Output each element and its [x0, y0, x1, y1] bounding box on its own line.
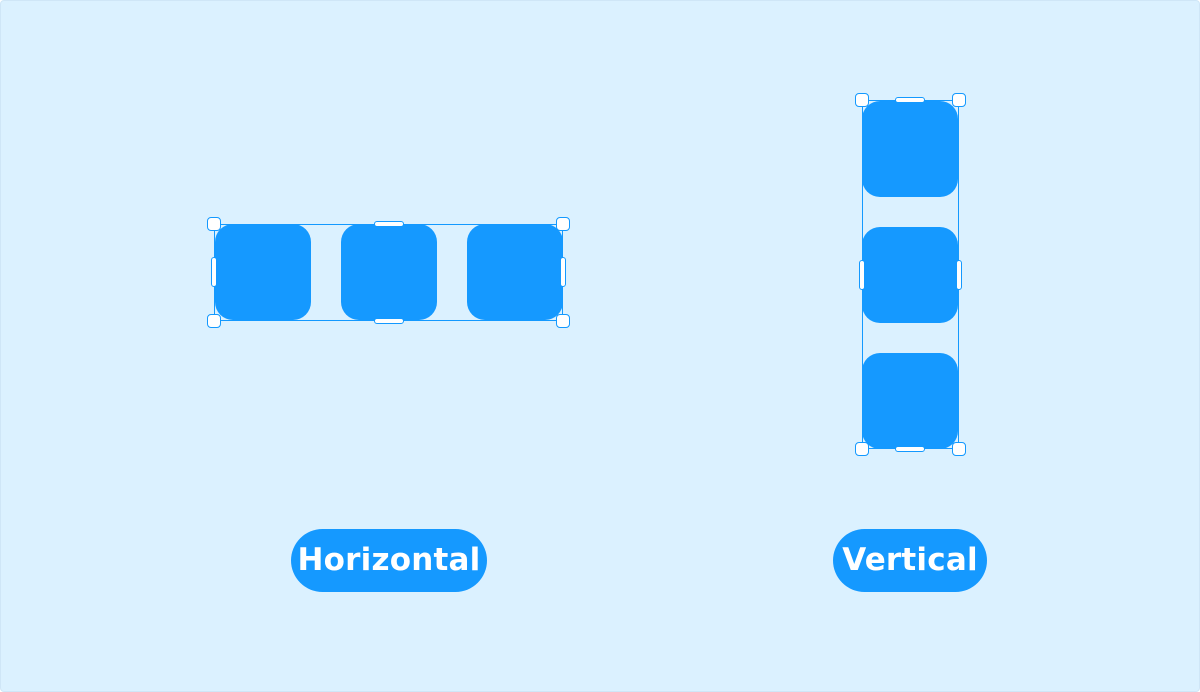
horizontal-handle-bottom-left[interactable]	[207, 314, 221, 328]
vertical-handle-top-left[interactable]	[855, 93, 869, 107]
vertical-handle-bottom[interactable]	[895, 446, 925, 452]
vertical-handle-bottom-left[interactable]	[855, 442, 869, 456]
vertical-selection-box[interactable]	[862, 100, 959, 449]
horizontal-label: Horizontal	[291, 529, 487, 592]
vertical-handle-left[interactable]	[859, 260, 865, 290]
horizontal-group	[207, 217, 570, 328]
horizontal-block-2	[341, 224, 437, 320]
vertical-handle-bottom-right[interactable]	[952, 442, 966, 456]
vertical-group	[855, 93, 966, 456]
horizontal-block-3	[467, 224, 563, 320]
horizontal-handle-bottom-right[interactable]	[556, 314, 570, 328]
horizontal-handle-left[interactable]	[211, 257, 217, 287]
vertical-block-3	[862, 353, 958, 449]
vertical-handle-top[interactable]	[895, 97, 925, 103]
horizontal-handle-top-right[interactable]	[556, 217, 570, 231]
vertical-handle-right[interactable]	[956, 260, 962, 290]
horizontal-block-1	[215, 224, 311, 320]
vertical-handle-top-right[interactable]	[952, 93, 966, 107]
horizontal-selection-box[interactable]	[214, 224, 563, 321]
horizontal-handle-right[interactable]	[560, 257, 566, 287]
vertical-label: Vertical	[833, 529, 987, 592]
horizontal-handle-top-left[interactable]	[207, 217, 221, 231]
vertical-block-1	[862, 101, 958, 197]
vertical-block-2	[862, 227, 958, 323]
horizontal-handle-bottom[interactable]	[374, 318, 404, 324]
horizontal-handle-top[interactable]	[374, 221, 404, 227]
